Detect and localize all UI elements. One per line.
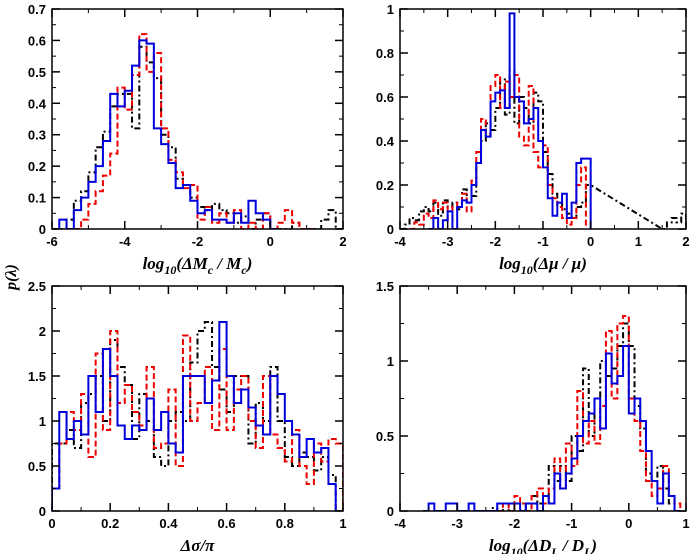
histogram-series-blue — [422, 345, 681, 511]
x-tick-label: -2 — [490, 234, 502, 249]
x-axis-label: log10(ΔMc / Mc) — [143, 254, 253, 277]
x-tick-label: 1 — [339, 516, 346, 531]
y-tick-label: 0.5 — [28, 459, 46, 474]
x-tick-label: 0 — [267, 234, 274, 249]
y-tick-label: 0.7 — [28, 2, 46, 17]
histogram-panel-distance: -4 -3 -2 -1 0 1 0 0.5 1 1.5 log10(ΔDL / DL) — [376, 279, 690, 554]
y-tick-label: 0.3 — [28, 128, 46, 143]
y-tick-label: 1.5 — [376, 279, 394, 294]
histogram-panel-mass: -6 -4 -2 0 2 0 0.1 0.2 0.3 0.4 0.5 0.6 0.7 log10(ΔMc … — [28, 2, 347, 277]
x-tick-label: -4 — [119, 234, 131, 249]
x-tick-label: -1 — [537, 234, 549, 249]
x-tick-label: -3 — [442, 234, 454, 249]
x-tick-label: -6 — [46, 234, 58, 249]
x-axis-label: log10(Δμ / μ) — [499, 254, 587, 277]
y-tick-label: 1 — [39, 414, 46, 429]
y-tick-label: 0.4 — [28, 96, 47, 111]
y-tick-label: 1.5 — [28, 369, 46, 384]
plot-frame — [399, 285, 687, 512]
x-tick-label: -2 — [509, 516, 521, 531]
x-tick-label: -4 — [394, 516, 406, 531]
y-tick-label: 0.4 — [376, 134, 395, 149]
histogram-series-black — [400, 69, 686, 229]
histogram-series-black — [52, 321, 343, 511]
x-tick-label: 1 — [635, 234, 642, 249]
y-tick-label: 2 — [39, 324, 46, 339]
histogram-panel-sigma: 0 0.2 0.4 0.6 0.8 1 0 0.5 1 1.5 2 2.5 Δσ/π — [28, 279, 347, 554]
histogram-panel-mu: -4 -3 -2 -1 0 1 2 0 0.2 0.4 0.6 0.8 1 log10(Δμ / μ) — [376, 2, 690, 277]
x-tick-label: -1 — [566, 516, 578, 531]
y-tick-label: 1 — [387, 2, 394, 17]
x-tick-label: 1 — [682, 516, 689, 531]
histogram-series-red — [497, 315, 682, 511]
y-tick-label: 0.1 — [28, 191, 46, 206]
x-axis-label: log10(ΔDL / DL) — [489, 536, 597, 554]
y-tick-label: 0.5 — [28, 65, 46, 80]
x-tick-label: 0.8 — [276, 516, 294, 531]
x-tick-label: 2 — [682, 234, 689, 249]
y-tick-label: 0.8 — [376, 46, 394, 61]
histogram-series-red — [409, 74, 587, 229]
x-tick-label: -2 — [192, 234, 204, 249]
histogram-series-blue — [52, 321, 337, 511]
y-tick-label: 0.5 — [376, 429, 394, 444]
y-tick-label: 0.6 — [28, 33, 46, 48]
x-tick-label: -4 — [394, 234, 406, 249]
x-tick-label: 0 — [48, 516, 55, 531]
y-tick-label: 0 — [39, 504, 46, 519]
y-tick-label: 0.2 — [28, 159, 46, 174]
y-tick-label: 2.5 — [28, 279, 46, 294]
x-tick-label: 0 — [625, 516, 632, 531]
y-tick-label: 0.6 — [376, 90, 394, 105]
x-tick-label: 0.6 — [218, 516, 236, 531]
y-tick-label: 0 — [39, 222, 46, 237]
x-tick-label: 2 — [339, 234, 346, 249]
histogram-series-blue — [58, 39, 278, 229]
histogram-series-blue — [428, 12, 592, 229]
y-tick-label: 0 — [387, 504, 394, 519]
x-axis-label: Δσ/π — [180, 536, 216, 554]
x-tick-label: 0 — [587, 234, 594, 249]
y-tick-label: 1 — [387, 354, 394, 369]
histogram-series-red — [52, 330, 343, 511]
y-tick-label: 0 — [387, 222, 394, 237]
y-tick-label: 0.2 — [376, 178, 394, 193]
x-tick-label: 0.4 — [159, 516, 178, 531]
y-axis-label: p(λ) — [3, 264, 20, 292]
x-tick-label: -3 — [451, 516, 463, 531]
x-tick-label: 0.2 — [101, 516, 119, 531]
